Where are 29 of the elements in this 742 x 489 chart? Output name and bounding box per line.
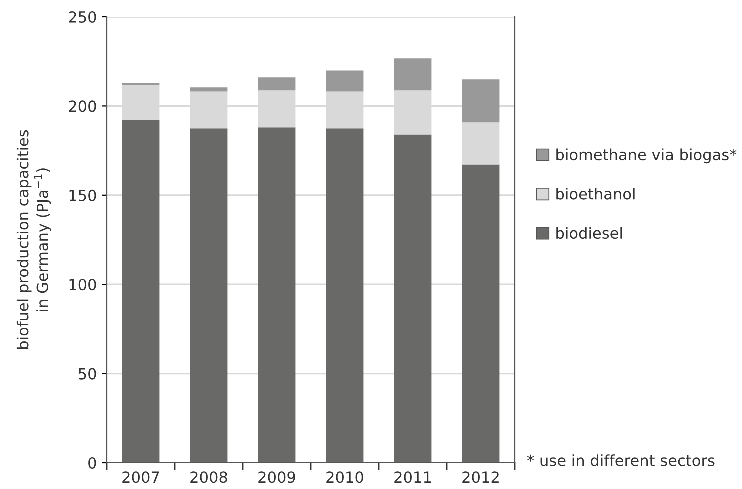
y-tick-label: 200 — [69, 100, 96, 112]
bar — [190, 128, 228, 463]
bar — [462, 122, 500, 165]
bar — [122, 120, 160, 463]
y-tick-label: 250 — [69, 11, 96, 24]
x-tick-label: 2010 — [326, 472, 364, 484]
y-tick-label: 150 — [70, 190, 96, 202]
y-tick-label: 0 — [88, 457, 96, 470]
x-tick-label: 2009 — [258, 472, 296, 484]
bar — [258, 78, 296, 91]
bar — [394, 134, 432, 463]
bar — [190, 88, 228, 92]
bar — [258, 128, 296, 463]
x-tick-label: 2012 — [462, 472, 499, 484]
bar — [326, 128, 364, 463]
y-tick-label: 50 — [79, 368, 96, 380]
y-tick-label: 100 — [70, 279, 96, 291]
legend-label: bioethanol — [556, 188, 635, 200]
bar — [462, 164, 500, 463]
bar — [462, 80, 500, 123]
x-tick-label: 2011 — [394, 472, 432, 484]
y-axis-title: biofuel production capacities in Germany (PJa$^{−1}$) — [16, 130, 52, 350]
x-tick-label: 2008 — [190, 472, 228, 484]
legend-label: biomethane via biogas* — [556, 148, 737, 164]
legend-label: biodiesel — [556, 227, 622, 240]
text: * use in different sectors — [527, 454, 715, 466]
bar — [394, 58, 432, 91]
x-tick-label: 2007 — [122, 472, 160, 484]
bar — [326, 70, 364, 92]
